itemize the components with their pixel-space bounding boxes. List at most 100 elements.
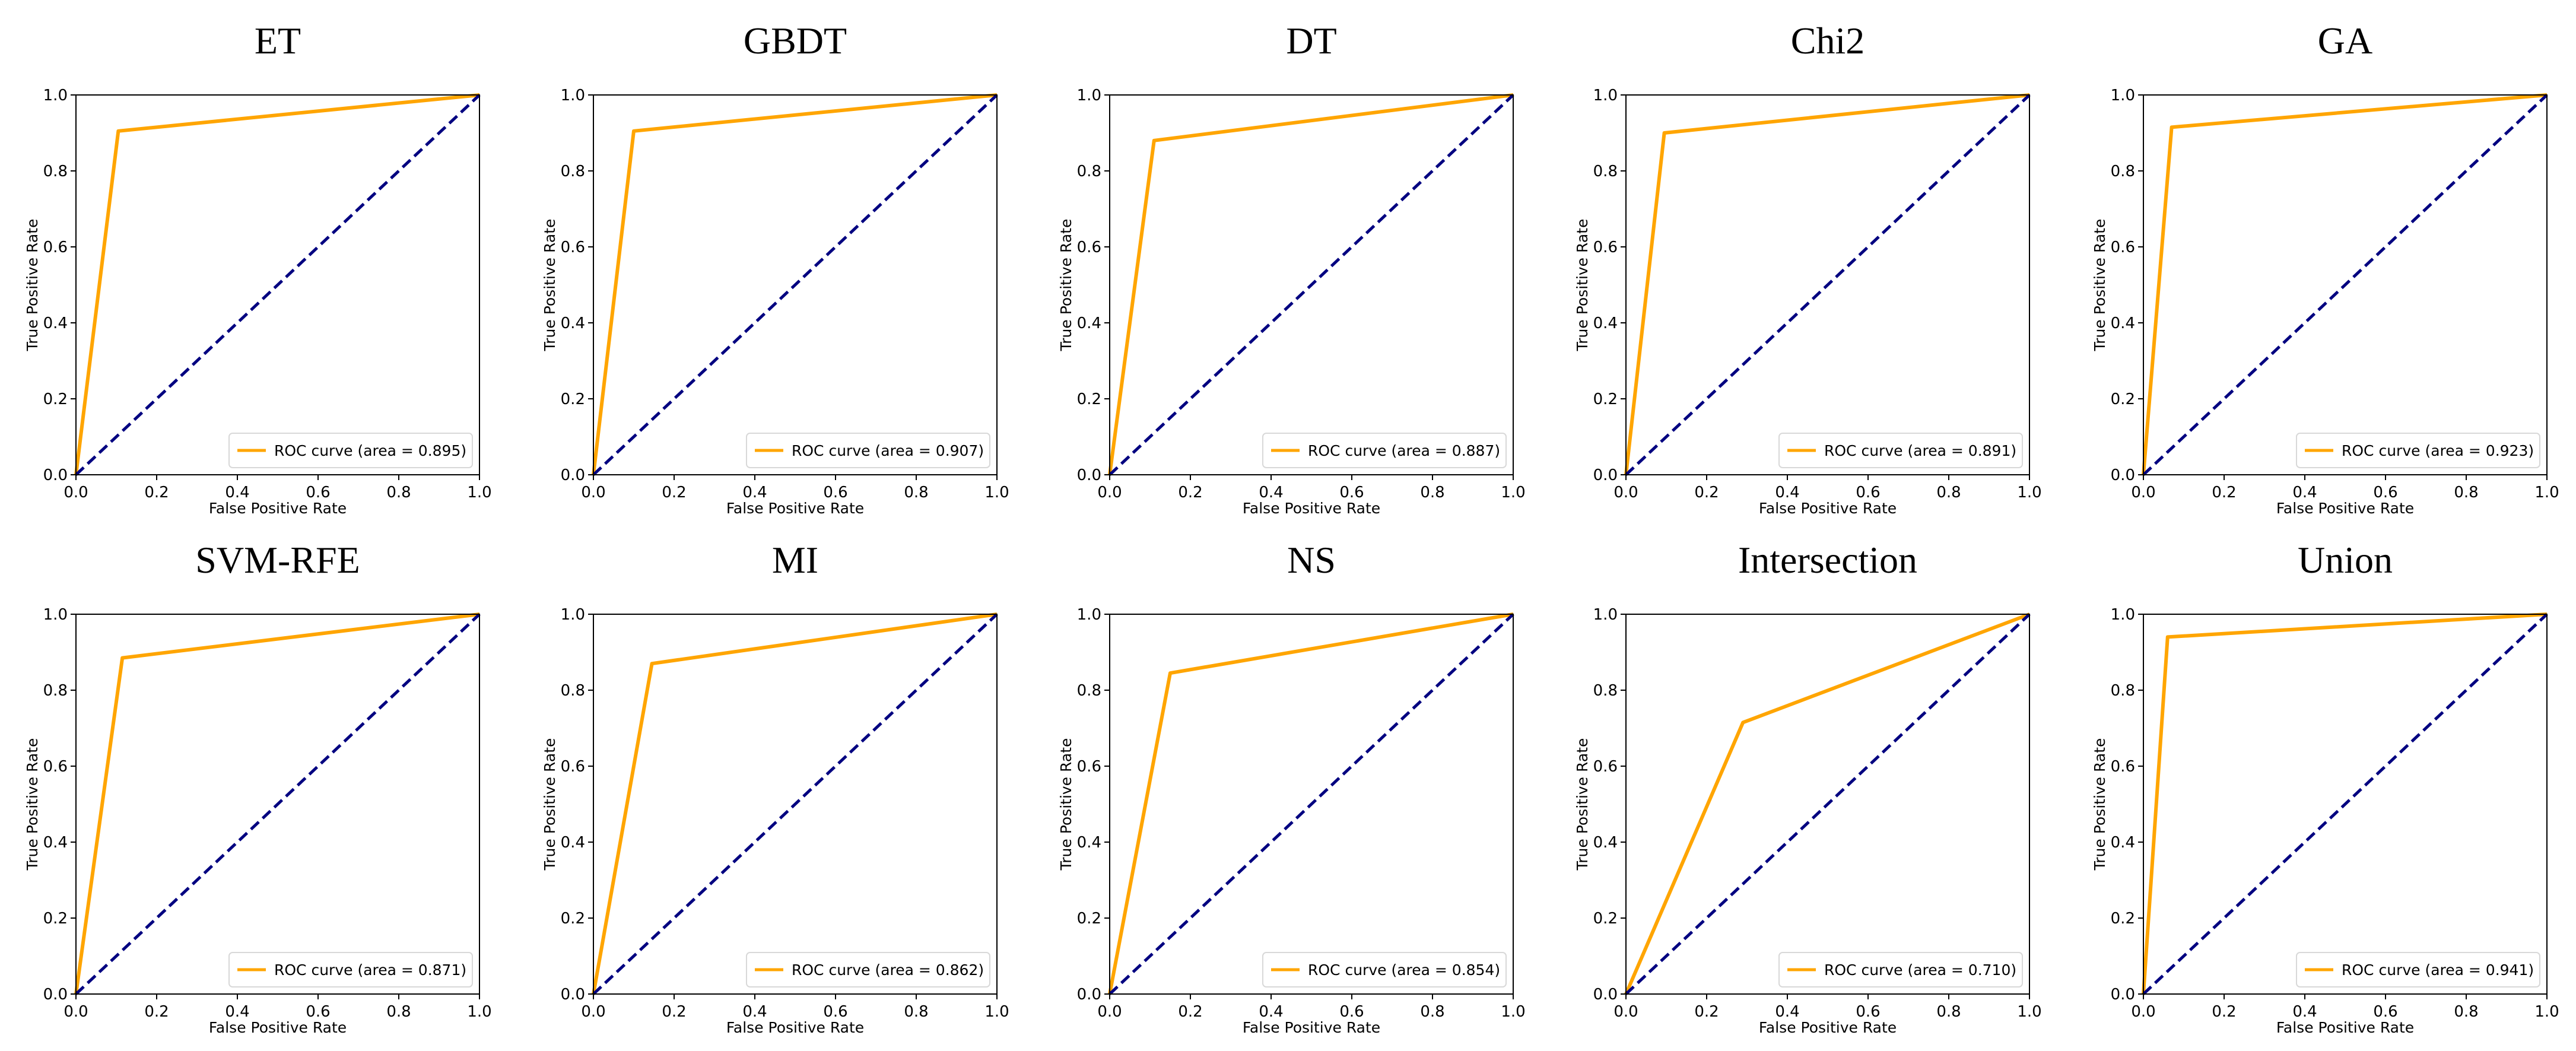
chart-panel: 0.0 0.2 0.4 0.6 0.8 1.0 0.0 0.2 0.4 0.6 0.8 1.0 Inte… <box>1574 539 2042 1036</box>
roc-curve-line <box>2142 612 2548 995</box>
x-tick-label: 0.2 <box>1694 484 1719 501</box>
legend-label: ROC curve (area = 0.871) <box>274 961 466 979</box>
x-tick-label: 0.6 <box>2373 1003 2397 1021</box>
y-tick-label: 1.0 <box>1077 87 1101 104</box>
y-tick-label: 0.0 <box>2111 986 2135 1004</box>
legend-box <box>1262 433 1507 468</box>
y-axis-label: True Positive Rate <box>24 219 41 352</box>
y-tick-label: 0.8 <box>1077 682 1101 700</box>
y-tick-label: 0.4 <box>43 834 68 852</box>
y-tick-label: 0.0 <box>43 986 68 1004</box>
roc-curve-line <box>74 93 480 475</box>
y-axis-label: True Positive Rate <box>541 219 558 352</box>
x-tick-label: 0.6 <box>1856 484 1880 501</box>
y-tick-label: 0.6 <box>1593 758 1618 776</box>
y-axis-label: True Positive Rate <box>24 738 41 871</box>
chance-diagonal-line <box>592 613 998 995</box>
x-axis-label: False Positive Rate <box>209 500 347 517</box>
y-tick-label: 1.0 <box>2111 606 2135 624</box>
chart-title: Chi2 <box>1791 20 1864 62</box>
roc-curve-line <box>74 612 480 995</box>
x-tick-label: 0.6 <box>823 1003 847 1021</box>
x-tick-label: 0.6 <box>1856 1003 1880 1021</box>
y-tick-label: 0.8 <box>1593 682 1618 700</box>
chart-title: DT <box>1286 20 1336 62</box>
chance-diagonal-line <box>1625 613 2031 995</box>
y-tick-label: 0.6 <box>1077 758 1101 776</box>
y-axis-label: True Positive Rate <box>1574 219 1591 352</box>
x-tick-label: 0.0 <box>63 484 88 501</box>
x-tick-label: 0.4 <box>1259 1003 1283 1021</box>
plot-frame <box>2143 614 2548 995</box>
chart-title: ET <box>255 20 301 62</box>
chance-diagonal-line <box>1108 613 1514 995</box>
y-tick-label: 0.8 <box>1077 163 1101 180</box>
y-tick-label: 1.0 <box>43 606 68 624</box>
x-tick-label: 0.0 <box>2131 484 2155 501</box>
x-tick-label: 0.8 <box>1420 1003 1444 1021</box>
y-tick-label: 0.4 <box>2111 834 2135 852</box>
chart-panel: 0.0 0.2 0.4 0.6 0.8 1.0 0.0 0.2 0.4 0.6 0.8 1.0 NS Fa… <box>1057 539 1526 1036</box>
x-tick-label: 0.0 <box>63 1003 88 1021</box>
y-tick-label: 1.0 <box>1077 606 1101 624</box>
x-tick-label: 0.0 <box>581 1003 605 1021</box>
chart-panel: 0.0 0.2 0.4 0.6 0.8 1.0 0.0 0.2 0.4 0.6 0.8 1.0 GBDT… <box>541 20 1009 517</box>
y-tick-label: 0.4 <box>561 834 585 852</box>
legend-label: ROC curve (area = 0.891) <box>1824 442 2016 459</box>
plot-frame <box>75 614 480 995</box>
y-tick-label: 0.6 <box>1593 239 1618 256</box>
x-tick-label: 0.6 <box>306 1003 330 1021</box>
plot-frame <box>593 94 998 475</box>
x-tick-label: 0.2 <box>1178 1003 1202 1021</box>
x-tick-label: 0.4 <box>742 1003 767 1021</box>
chart-panel: 0.0 0.2 0.4 0.6 0.8 1.0 0.0 0.2 0.4 0.6 0.8 1.0 GA Fa… <box>2091 20 2559 517</box>
x-tick-label: 0.0 <box>581 484 605 501</box>
x-tick-label: 1.0 <box>984 484 1009 501</box>
x-tick-label: 0.6 <box>823 484 847 501</box>
chance-diagonal-line <box>1108 94 1514 476</box>
roc-curve-line <box>1624 93 2030 475</box>
x-tick-label: 1.0 <box>2534 1003 2559 1021</box>
y-tick-label: 0.8 <box>43 163 68 180</box>
legend-label: ROC curve (area = 0.941) <box>2342 961 2534 979</box>
legend-box <box>228 433 473 468</box>
chance-diagonal-line <box>75 94 481 476</box>
y-axis-label: True Positive Rate <box>1057 219 1075 352</box>
y-axis-label: True Positive Rate <box>1057 738 1075 871</box>
x-tick-label: 0.8 <box>2454 484 2478 501</box>
legend-label: ROC curve (area = 0.895) <box>274 442 466 459</box>
x-tick-label: 1.0 <box>467 1003 491 1021</box>
x-tick-label: 0.2 <box>2212 484 2236 501</box>
x-tick-label: 0.4 <box>225 1003 249 1021</box>
x-tick-label: 0.8 <box>1420 484 1444 501</box>
roc-curve-line <box>592 93 998 475</box>
x-axis-label: False Positive Rate <box>726 1019 864 1036</box>
y-tick-label: 0.4 <box>1593 315 1618 332</box>
x-axis-label: False Positive Rate <box>1759 1019 1897 1036</box>
y-tick-label: 1.0 <box>1593 606 1618 624</box>
legend-box <box>2296 952 2540 988</box>
x-tick-label: 0.6 <box>2373 484 2397 501</box>
plot-frame <box>2143 94 2548 475</box>
y-tick-label: 0.6 <box>2111 239 2135 256</box>
chart-title: NS <box>1287 539 1336 581</box>
y-tick-label: 1.0 <box>561 606 585 624</box>
x-tick-label: 0.4 <box>1259 484 1283 501</box>
x-tick-label: 0.4 <box>1775 484 1799 501</box>
y-tick-label: 0.0 <box>1593 466 1618 484</box>
x-tick-label: 0.6 <box>1339 1003 1364 1021</box>
x-tick-label: 0.2 <box>662 484 686 501</box>
roc-curve-line <box>592 612 998 995</box>
y-tick-label: 1.0 <box>2111 87 2135 104</box>
legend-box <box>228 952 473 988</box>
legend-box <box>746 952 990 988</box>
y-tick-label: 0.0 <box>1077 466 1101 484</box>
y-tick-label: 0.6 <box>561 758 585 776</box>
x-axis-label: False Positive Rate <box>726 500 864 517</box>
chance-diagonal-line <box>592 94 998 476</box>
chart-title: MI <box>772 539 818 581</box>
chart-title: Intersection <box>1738 539 1917 581</box>
y-axis-label: True Positive Rate <box>1574 738 1591 871</box>
x-axis-label: False Positive Rate <box>1243 1019 1380 1036</box>
legend-box <box>1778 952 2023 988</box>
